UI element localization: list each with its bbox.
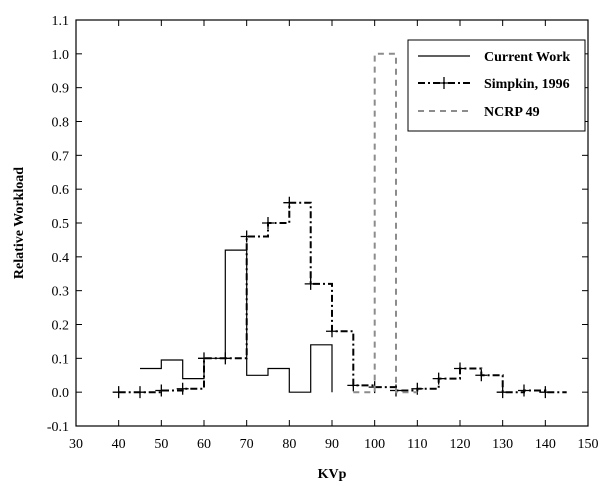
x-tick-label: 120: [450, 437, 471, 452]
series-line-1: [118, 201, 567, 394]
legend-box: [407, 39, 586, 132]
y-tick-label: 0.0: [52, 386, 70, 401]
series-line-0: [140, 249, 333, 393]
x-tick-label: 50: [154, 437, 168, 452]
y-tick-label: 1.1: [52, 14, 70, 29]
series-marker: [262, 217, 274, 229]
legend-label-current-work: Current Work: [484, 50, 570, 65]
legend-label-ncrp: NCRP 49: [484, 105, 540, 120]
series-marker: [347, 379, 360, 392]
series-marker: [432, 372, 445, 385]
series-marker: [518, 384, 530, 397]
series-marker: [240, 230, 253, 243]
x-tick-label: 70: [240, 437, 254, 452]
x-tick-label: 30: [69, 437, 83, 452]
y-axis-label: Relative Workload: [12, 167, 27, 279]
ticks: 30 40 50 60 70 80 90 100 110 120 130 140 150 -0.1 0.0 0…: [47, 14, 599, 452]
x-tick-label: 110: [407, 437, 427, 452]
y-tick-label: 0.5: [52, 217, 70, 232]
x-tick-label: 100: [364, 437, 385, 452]
y-tick-label: 0.6: [52, 183, 70, 198]
x-tick-label: 40: [112, 437, 126, 452]
series-marker: [134, 386, 146, 399]
y-tick-label: 0.1: [52, 352, 70, 367]
series-marker: [155, 384, 168, 397]
series-marker: [198, 352, 210, 365]
series-marker: [112, 386, 125, 399]
series-marker: [454, 362, 466, 375]
series-marker: [539, 386, 552, 399]
legend-marker-simpkin: [438, 77, 450, 89]
y-tick-label: 1.0: [52, 48, 70, 63]
series-marker: [475, 369, 488, 382]
x-axis-label: KVp: [318, 467, 347, 482]
x-tick-label: 150: [578, 437, 599, 452]
x-tick-label: 60: [197, 437, 211, 452]
series-marker: [283, 196, 296, 209]
series-marker: [219, 352, 232, 365]
y-tick-label: 0.2: [52, 319, 70, 334]
y-tick-label: 0.8: [52, 116, 70, 131]
series-marker: [496, 386, 509, 399]
series-layer: [112, 52, 567, 399]
x-tick-label: 140: [535, 437, 556, 452]
legend-label-simpkin: Simpkin, 1996: [484, 77, 570, 92]
legend: Current Work Simpkin, 1996 NCRP 49: [407, 39, 586, 132]
x-tick-label: 90: [325, 437, 339, 452]
y-tick-label: 0.4: [52, 251, 70, 266]
series-marker: [326, 325, 338, 338]
y-tick-label: 0.7: [52, 149, 70, 164]
y-tick-label: 0.9: [52, 82, 70, 97]
series-marker: [304, 277, 317, 290]
y-tick-label: -0.1: [47, 420, 69, 435]
series-marker: [411, 382, 424, 395]
x-tick-label: 80: [282, 437, 296, 452]
x-tick-label: 130: [492, 437, 513, 452]
series-marker: [176, 382, 189, 395]
y-tick-label: 0.3: [52, 285, 70, 300]
